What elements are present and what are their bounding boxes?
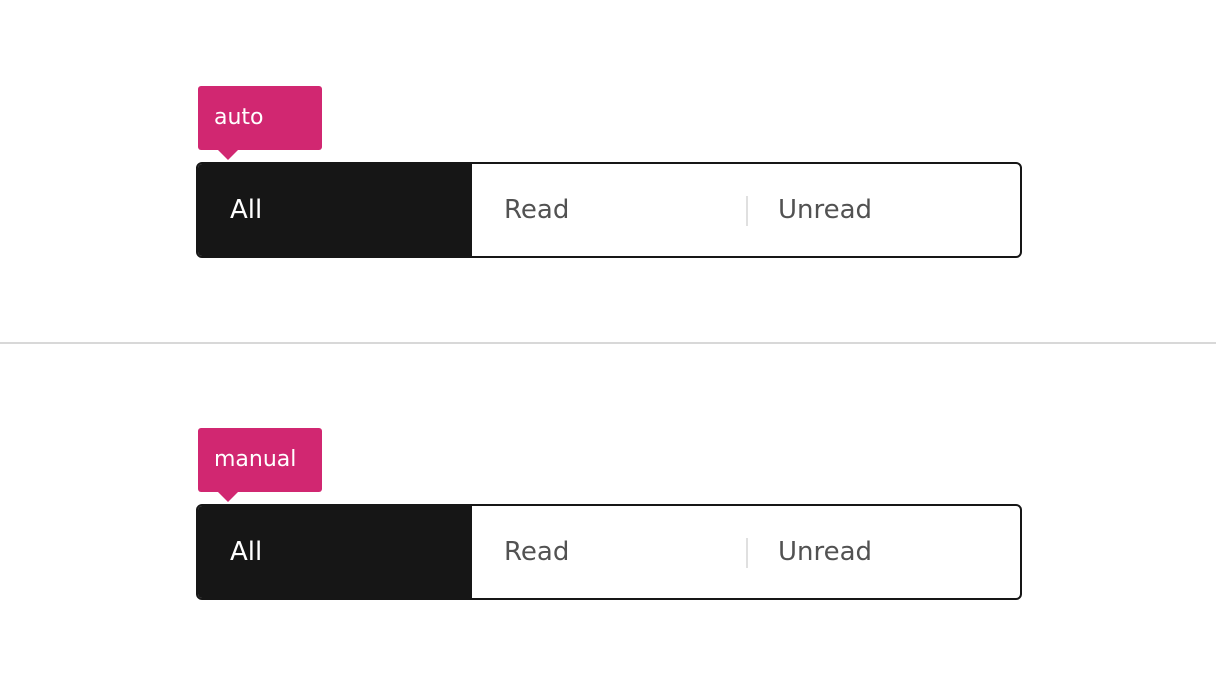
switch-unread[interactable]: Unread	[746, 506, 1020, 598]
switch-separator	[746, 538, 748, 568]
content-switcher-auto: All Read Unread	[196, 162, 1022, 258]
switch-label: Unread	[778, 537, 873, 567]
section-divider	[0, 342, 1216, 344]
tag-label: auto	[214, 105, 264, 130]
switch-label: All	[230, 537, 263, 567]
auto-tag: auto	[198, 86, 322, 160]
switch-label: Unread	[778, 195, 873, 225]
manual-tag: manual	[198, 428, 322, 502]
switch-all[interactable]: All	[198, 164, 472, 256]
switch-all[interactable]: All	[198, 506, 472, 598]
switch-label: Read	[504, 537, 570, 567]
switch-separator	[746, 196, 748, 226]
switch-label: Read	[504, 195, 570, 225]
tag-label: manual	[214, 447, 297, 472]
switch-unread[interactable]: Unread	[746, 164, 1020, 256]
content-switcher-manual: All Read Unread	[196, 504, 1022, 600]
switch-label: All	[230, 195, 263, 225]
switch-read[interactable]: Read	[472, 506, 746, 598]
switch-read[interactable]: Read	[472, 164, 746, 256]
